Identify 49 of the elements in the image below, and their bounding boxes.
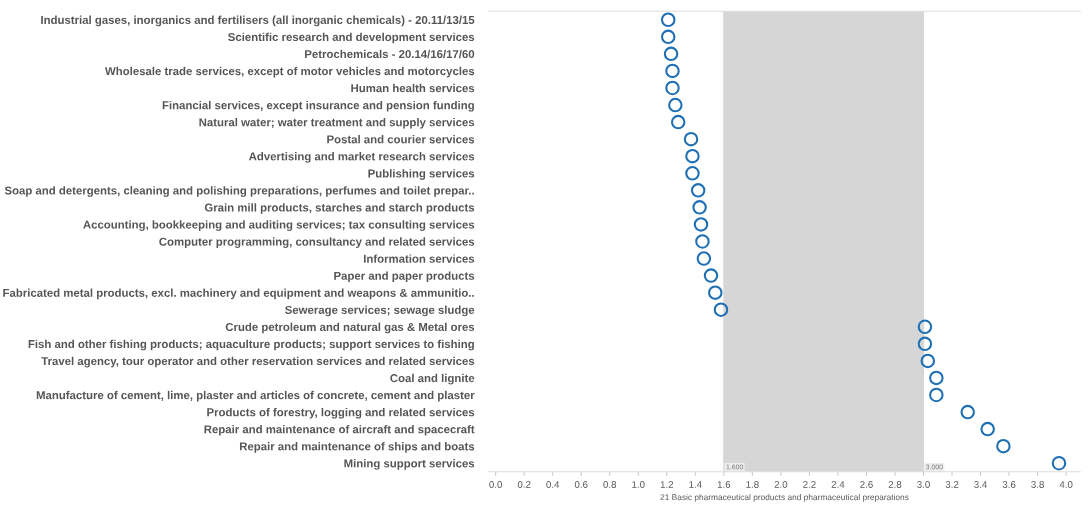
y-tick-label: Crude petroleum and natural gas & Metal ores	[225, 322, 475, 334]
y-tick-label: Repair and maintenance of aircraft and spacecraft	[204, 424, 475, 436]
y-tick-label: Coal and lignite	[390, 373, 475, 385]
x-tick-label: 0.8	[603, 481, 617, 488]
y-tick-label: Fish and other fishing products; aquaculture products; support services to fishing	[28, 339, 474, 351]
y-tick-label: Industrial gases, inorganics and fertilisers (all inorganic chemicals) - 20.11/13/15	[41, 15, 475, 27]
y-tick-label: Mining support services	[344, 459, 475, 470]
y-tick-label: Petrochemicals - 20.14/16/17/60	[305, 49, 475, 59]
y-tick-label: Computer programming, consultancy and related services	[159, 237, 475, 249]
y-tick-label: Paper and paper products	[334, 271, 475, 283]
x-tick-label: 2.2	[803, 481, 816, 488]
x-tick-label: 4.0	[1059, 481, 1073, 488]
x-tick-label: 0.4	[546, 481, 560, 488]
x-tick-label: 1.8	[746, 481, 759, 488]
y-tick-label: Information services	[363, 254, 475, 263]
x-axis-title: 21 Basic pharmaceutical products and pharmaceutical preparations	[660, 494, 909, 502]
y-tick-label: Publishing services	[368, 169, 475, 180]
y-tick-label: Accounting, bookkeeping and auditing services; tax consulting services	[83, 220, 475, 231]
y-tick-label: Natural water; water treatment and supply services	[199, 117, 475, 129]
y-tick-label: Soap and detergents, cleaning and polishing preparations, perfumes and toilet prepar..	[4, 186, 474, 197]
y-tick-label: Sewerage services; sewage sludge	[285, 305, 475, 317]
x-tick-label: 1.4	[689, 481, 702, 488]
x-tick-label: 3.6	[1002, 481, 1016, 488]
x-tick-label: 0.6	[574, 481, 588, 488]
y-tick-label: Products of forestry, logging and related services	[207, 407, 475, 419]
y-tick-label: Travel agency, tour operator and other reservation services and related services	[41, 356, 475, 368]
x-tick-label: 3.0	[917, 481, 930, 488]
y-tick-label: Postal and courier services	[327, 135, 475, 144]
x-tick-label: 3.8	[1031, 481, 1044, 488]
x-tick-label: 3.4	[974, 481, 988, 488]
y-tick-label: Human health services	[351, 83, 475, 93]
x-tick-label: 2.0	[774, 481, 788, 488]
y-tick-label: Fabricated metal products, excl. machinery and equipment and weapons & ammunitio..	[3, 288, 474, 300]
x-tick-label: 0.0	[489, 481, 503, 488]
y-tick-label: Scientific research and development services	[228, 32, 475, 44]
x-tick-label: 1.2	[660, 481, 674, 488]
x-tick-label: 2.6	[860, 481, 873, 488]
y-tick-label: Financial services, except insurance and pension funding	[162, 100, 474, 112]
y-tick-label: Wholesale trade services, except of motor vehicles and motorcycles	[105, 66, 475, 78]
y-tick-label: Advertising and market research services	[248, 152, 475, 163]
y-tick-label: Grain mill products, starches and starch products	[204, 203, 475, 214]
y-tick-label: Manufacture of cement, lime, plaster and articles of concrete, cement and plaster	[36, 390, 475, 402]
x-tick-label: 1.6	[717, 481, 731, 488]
x-tick-label: 0.2	[517, 481, 531, 488]
x-tick-label: 3.2	[945, 481, 959, 488]
x-tick-label: 2.8	[888, 481, 902, 488]
x-tick-label: 2.4	[831, 481, 845, 488]
x-tick-label: 1.0	[632, 481, 645, 488]
y-tick-label: Repair and maintenance of ships and boats	[239, 442, 475, 453]
